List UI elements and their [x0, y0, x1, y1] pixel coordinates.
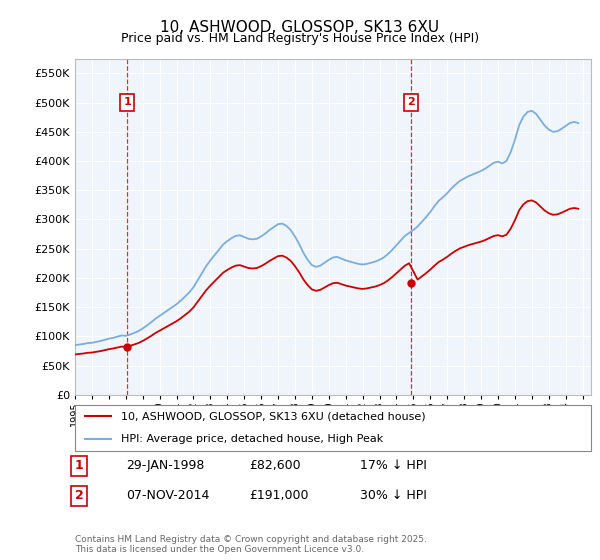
Text: 07-NOV-2014: 07-NOV-2014 — [126, 489, 209, 502]
Text: 1: 1 — [123, 97, 131, 108]
Text: Price paid vs. HM Land Registry's House Price Index (HPI): Price paid vs. HM Land Registry's House … — [121, 32, 479, 45]
Text: HPI: Average price, detached house, High Peak: HPI: Average price, detached house, High… — [121, 435, 383, 444]
Text: Contains HM Land Registry data © Crown copyright and database right 2025.
This d: Contains HM Land Registry data © Crown c… — [75, 535, 427, 554]
Text: 29-JAN-1998: 29-JAN-1998 — [126, 459, 205, 473]
Text: 2: 2 — [75, 489, 83, 502]
Text: 17% ↓ HPI: 17% ↓ HPI — [360, 459, 427, 473]
Text: 2: 2 — [407, 97, 415, 108]
FancyBboxPatch shape — [75, 405, 591, 451]
Text: 10, ASHWOOD, GLOSSOP, SK13 6XU (detached house): 10, ASHWOOD, GLOSSOP, SK13 6XU (detached… — [121, 412, 426, 421]
Text: £191,000: £191,000 — [249, 489, 308, 502]
Text: 30% ↓ HPI: 30% ↓ HPI — [360, 489, 427, 502]
Text: 1: 1 — [75, 459, 83, 473]
Text: 10, ASHWOOD, GLOSSOP, SK13 6XU: 10, ASHWOOD, GLOSSOP, SK13 6XU — [160, 20, 440, 35]
Text: £82,600: £82,600 — [249, 459, 301, 473]
